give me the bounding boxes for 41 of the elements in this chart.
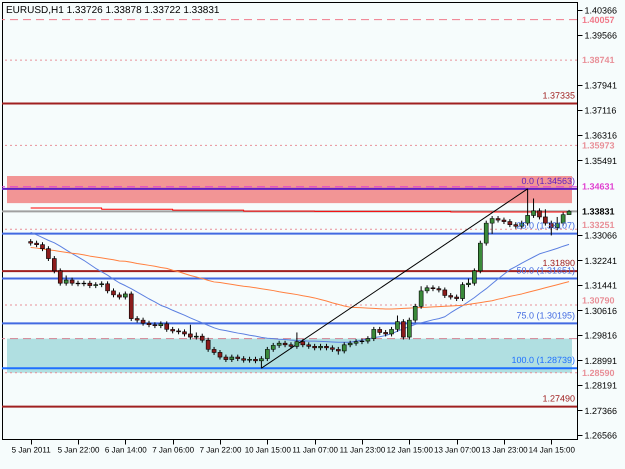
y-tick-label: 1.33066	[584, 230, 618, 240]
y-tick-label: 1.26566	[584, 430, 618, 441]
ref-line-label: 1.30790	[582, 295, 615, 306]
x-tick-label: 6 Jan 14:00	[104, 446, 148, 454]
x-tick-label: 14 Jan 15:00	[528, 446, 576, 454]
x-tick-label: 10 Jan 15:00	[244, 446, 292, 454]
y-tick-label: 1.40366	[584, 6, 618, 16]
y-tick-label: 1.35491	[584, 156, 618, 166]
y-tick-label: 1.39566	[584, 30, 618, 40]
x-tick-label: 5 Jan 22:00	[58, 446, 100, 454]
ref-line-label: 1.33831	[582, 206, 615, 216]
ref-line-label: 1.34631	[582, 182, 615, 192]
ref-line-label: 1.28590	[582, 368, 615, 378]
chart-title: EURUSD,H1 1.33726 1.33878 1.33722 1.33831	[6, 5, 220, 16]
ref-line-label: 1.35973	[582, 140, 615, 150]
x-tick-label: 7 Jan 06:00	[152, 446, 195, 454]
y-tick-label: 1.32241	[584, 256, 618, 266]
y-tick-label: 1.31441	[584, 280, 618, 290]
x-tick-label: 11 Jan 23:00	[340, 446, 386, 454]
ref-line-label: 1.31890	[542, 258, 575, 268]
x-tick-label: 7 Jan 22:00	[200, 446, 242, 454]
ref-line-label: 1.37335	[542, 90, 575, 100]
ref-line-label: 1.33251	[582, 220, 615, 230]
y-tick-label: 1.27366	[584, 406, 618, 416]
ref-line-label: 1.40057	[582, 15, 615, 26]
y-tick-label: 1.28991	[584, 356, 618, 366]
x-tick-label: 12 Jan 15:00	[386, 446, 434, 454]
ref-line-label: 1.38741	[582, 55, 615, 66]
x-tick-label: 5 Jan 2011	[12, 446, 52, 454]
x-tick-label: 13 Jan 23:00	[481, 446, 528, 454]
x-tick-label: 11 Jan 07:00	[292, 446, 339, 454]
ref-line-label: 1.27490	[542, 394, 575, 404]
y-tick-label: 1.37941	[584, 80, 618, 90]
y-tick-label: 1.36316	[584, 130, 618, 140]
ref-line-label: 75.0 (1.30195)	[516, 310, 575, 320]
ref-line-label: 100.0 (1.28739)	[511, 355, 575, 366]
x-tick-label: 13 Jan 07:00	[434, 446, 481, 454]
y-tick-label: 1.30616	[584, 306, 618, 316]
y-tick-label: 1.29816	[584, 330, 618, 341]
y-tick-label: 1.37116	[584, 106, 616, 116]
y-tick-label: 1.28191	[584, 380, 618, 391]
